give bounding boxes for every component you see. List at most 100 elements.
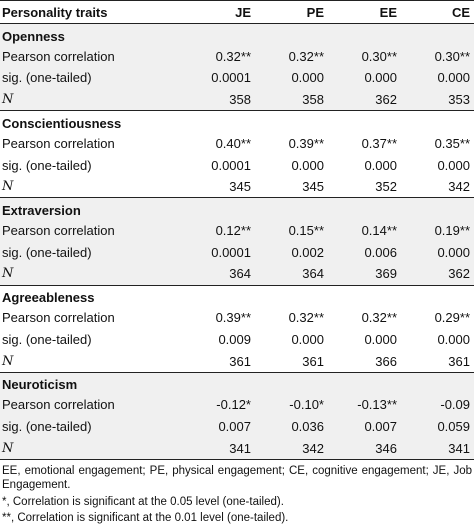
table-cell: 0.39**: [215, 310, 251, 326]
table-cell: 342: [255, 437, 328, 460]
table-cell: 361: [182, 350, 255, 373]
table-cell: 345: [255, 176, 328, 199]
trait-header-row: Openness: [0, 23, 474, 46]
table-cell: 0.37**: [361, 135, 397, 151]
table-cell: 352: [328, 176, 401, 199]
table-cell: 0.007: [328, 415, 401, 438]
trait-name: Openness: [0, 23, 474, 46]
table-cell: 358: [182, 88, 255, 112]
trait-name: Neuroticism: [0, 372, 474, 395]
row-label-sig: sig. (one-tailed): [2, 157, 92, 173]
table-row: N 358 358 362 353: [0, 88, 474, 112]
table-cell: 0.000: [437, 157, 470, 173]
table-cell: 0.000: [328, 67, 401, 89]
table-cell: 0.32**: [361, 310, 397, 326]
note-abbreviations: EE, emotional engagement; PE, physical e…: [2, 464, 472, 492]
row-label-pearson: Pearson correlation: [0, 45, 182, 68]
table-cell: 346: [328, 437, 401, 460]
table-cell: 0.000: [364, 157, 397, 173]
table-cell: 0.0001: [182, 67, 255, 89]
row-label-pearson: Pearson correlation: [2, 135, 115, 151]
table-row: Pearson correlation -0.12* -0.10* -0.13** -0…: [0, 394, 474, 416]
table-row: N 361 361 366 361: [0, 350, 474, 373]
table-row: N 341 342 346 341: [0, 437, 474, 460]
table-cell: 361: [255, 350, 328, 373]
note-significance-05: *, Correlation is significant at the 0.0…: [2, 495, 284, 508]
table-cell: 0.000: [401, 67, 474, 89]
table-cell: 358: [255, 88, 328, 112]
header-personality-traits: Personality traits: [0, 0, 182, 24]
table-cell: -0.12*: [182, 394, 255, 416]
table-row: sig. (one-tailed) 0.007 0.036 0.007 0.059: [0, 415, 474, 438]
header-pe: PE: [255, 0, 328, 24]
table-header-row: Personality traits JE PE EE CE: [0, 0, 474, 24]
table-cell: 0.0001: [211, 157, 251, 173]
row-label-n: N: [0, 88, 182, 112]
table-row: sig. (one-tailed) 0.0001 0.002 0.006 0.000: [0, 241, 474, 264]
table-cell: 353: [401, 88, 474, 112]
correlation-table: Personality traits JE PE EE CE Openness P…: [0, 0, 474, 460]
trait-header-row: Conscientiousness: [0, 111, 474, 133]
table-cell: 0.14**: [328, 219, 401, 242]
table-cell: 364: [182, 263, 255, 286]
table-cell: 0.000: [255, 67, 328, 89]
table-cell: 0.002: [255, 241, 328, 264]
table-cell: 0.000: [364, 332, 397, 348]
trait-name: Agreeableness: [2, 290, 95, 306]
row-label-sig: sig. (one-tailed): [0, 67, 182, 89]
table-cell: 0.007: [182, 415, 255, 438]
table-cell: 0.32**: [255, 45, 328, 68]
row-label-n: N: [0, 437, 182, 460]
table-cell: 0.15**: [255, 219, 328, 242]
table-cell: 0.000: [291, 332, 324, 348]
table-row: N 345 345 352 342: [0, 176, 474, 199]
header-je: JE: [182, 0, 255, 24]
table-row: Pearson correlation 0.12** 0.15** 0.14** 0.1…: [0, 219, 474, 242]
table-cell: 0.006: [328, 241, 401, 264]
table-row: sig. (one-tailed) 0.0001 0.000 0.000 0.000: [0, 154, 474, 176]
table-row: N 364 364 369 362: [0, 263, 474, 286]
table-cell: 362: [328, 88, 401, 112]
table-cell: 0.30**: [328, 45, 401, 68]
note-significance-01: **, Correlation is significant at the 0.…: [2, 512, 289, 525]
trait-name: Conscientiousness: [2, 115, 122, 131]
table-cell: 0.000: [401, 241, 474, 264]
table-cell: -0.09: [401, 394, 474, 416]
table-cell: -0.13**: [328, 394, 401, 416]
table-cell: 366: [328, 350, 401, 373]
table-notes: EE, emotional engagement; PE, physical e…: [0, 460, 474, 526]
table-cell: 0.39**: [288, 135, 324, 151]
row-label-n: N: [0, 263, 182, 286]
table-row: sig. (one-tailed) 0.009 0.000 0.000 0.000: [0, 329, 474, 351]
table-cell: 0.32**: [288, 310, 324, 326]
row-label-n: N: [0, 350, 182, 373]
trait-header-row: Agreeableness: [0, 285, 474, 307]
row-label-sig: sig. (one-tailed): [0, 241, 182, 264]
table-cell: 0.036: [255, 415, 328, 438]
table-cell: 0.059: [401, 415, 474, 438]
table-cell: 369: [328, 263, 401, 286]
table-cell: 0.12**: [182, 219, 255, 242]
table-cell: 342: [401, 176, 474, 199]
row-label-n: N: [0, 176, 182, 199]
table-cell: 0.29**: [434, 310, 470, 326]
header-ce: CE: [401, 0, 474, 24]
table-cell: 0.0001: [182, 241, 255, 264]
table-cell: 361: [401, 350, 474, 373]
row-label-sig: sig. (one-tailed): [2, 332, 92, 348]
table-cell: 0.009: [218, 332, 251, 348]
table-cell: 0.000: [437, 332, 470, 348]
table-cell: 0.30**: [401, 45, 474, 68]
table-cell: 341: [182, 437, 255, 460]
table-cell: 364: [255, 263, 328, 286]
row-label-pearson: Pearson correlation: [0, 394, 182, 416]
header-ee: EE: [328, 0, 401, 24]
table-cell: -0.10*: [255, 394, 328, 416]
table-cell: 0.000: [291, 157, 324, 173]
table-cell: 341: [401, 437, 474, 460]
table-cell: 0.35**: [434, 135, 470, 151]
row-label-sig: sig. (one-tailed): [0, 415, 182, 438]
trait-header-row: Neuroticism: [0, 372, 474, 395]
table-cell: 345: [182, 176, 255, 199]
